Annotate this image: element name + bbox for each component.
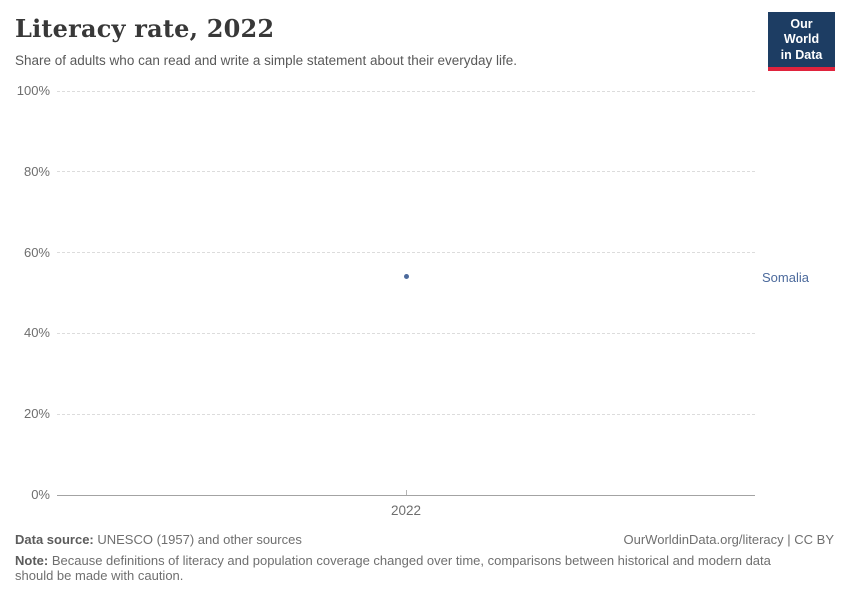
y-axis-tick-label: 0% <box>31 487 50 502</box>
chart-subtitle: Share of adults who can read and write a… <box>15 53 518 68</box>
note-line: Note: Because definitions of literacy an… <box>15 553 807 584</box>
chart-title: Literacy rate, 2022 <box>15 14 275 43</box>
note-label: Note: <box>15 553 49 568</box>
gridline <box>57 252 755 254</box>
series-label-somalia[interactable]: Somalia <box>762 269 809 285</box>
gridline <box>57 90 755 92</box>
gridline <box>57 171 755 173</box>
data-source-line: Data source: UNESCO (1957) and other sou… <box>15 532 302 547</box>
x-axis-tick <box>405 490 407 495</box>
gridline <box>57 332 755 334</box>
y-axis-tick-label: 20% <box>23 406 50 422</box>
y-axis-tick-label: 80% <box>23 163 50 179</box>
license-link[interactable]: OurWorldinData.org/literacy | CC BY <box>623 532 834 547</box>
owid-logo-line2: in Data <box>780 47 823 62</box>
note-value: Because definitions of literacy and popu… <box>15 553 771 584</box>
x-axis-tick-label: 2022 <box>390 503 422 518</box>
x-axis-line <box>57 494 755 496</box>
data-point-somalia[interactable] <box>403 274 409 280</box>
data-source-value: UNESCO (1957) and other sources <box>93 532 302 547</box>
owid-logo[interactable]: Our World in Data <box>768 12 835 71</box>
owid-logo-line1: Our World <box>783 17 820 47</box>
y-axis-tick-label: 40% <box>23 325 50 341</box>
y-axis-tick-label: 100% <box>16 83 50 98</box>
gridline <box>57 413 755 415</box>
data-source-label: Data source: <box>15 532 94 547</box>
y-axis-tick-label: 60% <box>23 244 50 260</box>
